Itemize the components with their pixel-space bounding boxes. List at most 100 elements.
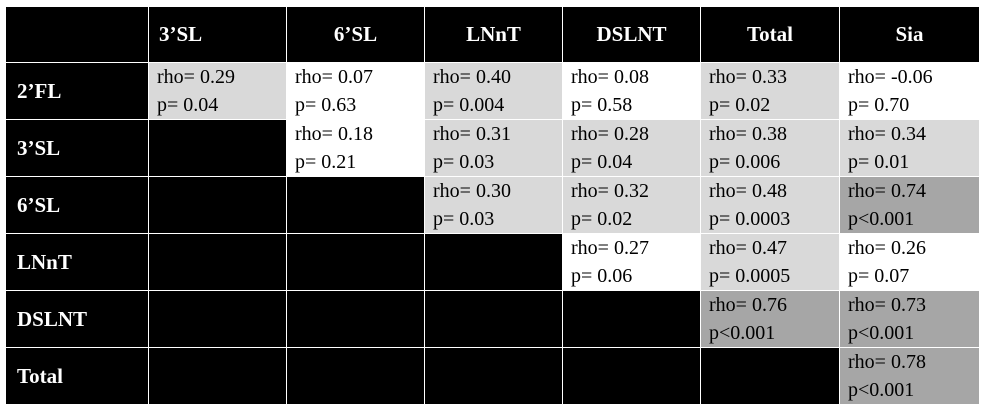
table-row: 2’FL rho= 0.29 p= 0.04 rho= 0.07 p= 0.63 rho=… bbox=[5, 62, 980, 120]
rho-value: rho= 0.74 bbox=[848, 180, 926, 202]
rho-value: rho= 0.73 bbox=[848, 294, 926, 316]
p-value: p<0.001 bbox=[709, 322, 776, 344]
empty-cell bbox=[562, 290, 701, 348]
correlation-cell: rho= 0.31 p= 0.03 bbox=[424, 119, 563, 177]
empty-cell bbox=[424, 233, 563, 291]
row-header: Total bbox=[5, 347, 149, 405]
correlation-cell: rho= 0.27 p= 0.06 bbox=[562, 233, 701, 291]
p-value: p= 0.58 bbox=[571, 94, 633, 116]
correlation-cell: rho= 0.73 p<0.001 bbox=[839, 290, 980, 348]
header-row: 3’SL 6’SL LNnT DSLNT Total Sia bbox=[5, 6, 980, 63]
correlation-cell: rho= 0.07 p= 0.63 bbox=[286, 62, 425, 120]
empty-cell bbox=[562, 347, 701, 405]
rho-value: rho= 0.29 bbox=[157, 66, 235, 88]
p-value: p= 0.21 bbox=[295, 151, 357, 173]
correlation-cell: rho= 0.18 p= 0.21 bbox=[286, 119, 425, 177]
column-header: 6’SL bbox=[286, 6, 425, 63]
table-body: 2’FL rho= 0.29 p= 0.04 rho= 0.07 p= 0.63 rho=… bbox=[5, 62, 980, 405]
p-value: p= 0.04 bbox=[157, 94, 219, 116]
p-value: p= 0.70 bbox=[848, 94, 910, 116]
rho-value: rho= 0.40 bbox=[433, 66, 511, 88]
empty-cell bbox=[286, 290, 425, 348]
rho-value: rho= 0.08 bbox=[571, 66, 649, 88]
row-header: 6’SL bbox=[5, 176, 149, 234]
rho-value: rho= 0.28 bbox=[571, 123, 649, 145]
corner-cell bbox=[5, 6, 149, 63]
table-row: DSLNT rho= 0.76 p<0.001 rho= 0.73 p<0.001 bbox=[5, 290, 980, 348]
p-value: p= 0.006 bbox=[709, 151, 781, 173]
p-value: p= 0.02 bbox=[709, 94, 771, 116]
correlation-cell: rho= 0.29 p= 0.04 bbox=[148, 62, 287, 120]
table-row: LNnT rho= 0.27 p= 0.06 rho= 0.47 p= 0.0005 rh… bbox=[5, 233, 980, 291]
p-value: p<0.001 bbox=[848, 379, 915, 401]
column-header: Sia bbox=[839, 6, 980, 63]
empty-cell bbox=[424, 290, 563, 348]
p-value: p= 0.01 bbox=[848, 151, 910, 173]
p-value: p= 0.0005 bbox=[709, 265, 791, 287]
correlation-cell: rho= 0.38 p= 0.006 bbox=[700, 119, 840, 177]
table-row: 3’SL rho= 0.18 p= 0.21 rho= 0.31 p= 0.03 rho=… bbox=[5, 119, 980, 177]
empty-cell bbox=[286, 347, 425, 405]
correlation-cell: rho= 0.08 p= 0.58 bbox=[562, 62, 701, 120]
empty-cell bbox=[148, 347, 287, 405]
table-row: 6’SL rho= 0.30 p= 0.03 rho= 0.32 p= 0.02 rho=… bbox=[5, 176, 980, 234]
rho-value: rho= 0.27 bbox=[571, 237, 649, 259]
correlation-cell: rho= 0.47 p= 0.0005 bbox=[700, 233, 840, 291]
rho-value: rho= 0.30 bbox=[433, 180, 511, 202]
column-header: 3’SL bbox=[148, 6, 287, 63]
row-header: 2’FL bbox=[5, 62, 149, 120]
rho-value: rho= 0.18 bbox=[295, 123, 373, 145]
empty-cell bbox=[148, 119, 287, 177]
correlation-table: 3’SL 6’SL LNnT DSLNT Total Sia 2’FL rho= … bbox=[5, 6, 980, 405]
p-value: p<0.001 bbox=[848, 208, 915, 230]
empty-cell bbox=[424, 347, 563, 405]
p-value: p= 0.03 bbox=[433, 208, 495, 230]
correlation-cell: rho= 0.78 p<0.001 bbox=[839, 347, 980, 405]
rho-value: rho= 0.32 bbox=[571, 180, 649, 202]
rho-value: rho= 0.31 bbox=[433, 123, 511, 145]
rho-value: rho= 0.33 bbox=[709, 66, 787, 88]
rho-value: rho= 0.48 bbox=[709, 180, 787, 202]
row-header: LNnT bbox=[5, 233, 149, 291]
p-value: p= 0.03 bbox=[433, 151, 495, 173]
correlation-cell: rho= 0.32 p= 0.02 bbox=[562, 176, 701, 234]
p-value: p= 0.07 bbox=[848, 265, 910, 287]
empty-cell bbox=[148, 290, 287, 348]
p-value: p= 0.06 bbox=[571, 265, 633, 287]
p-value: p= 0.02 bbox=[571, 208, 633, 230]
correlation-cell: rho= 0.40 p= 0.004 bbox=[424, 62, 563, 120]
rho-value: rho= 0.07 bbox=[295, 66, 373, 88]
correlation-cell: rho= 0.30 p= 0.03 bbox=[424, 176, 563, 234]
empty-cell bbox=[286, 176, 425, 234]
row-header: 3’SL bbox=[5, 119, 149, 177]
p-value: p= 0.004 bbox=[433, 94, 505, 116]
rho-value: rho= -0.06 bbox=[848, 66, 933, 88]
column-header: DSLNT bbox=[562, 6, 701, 63]
p-value: p<0.001 bbox=[848, 322, 915, 344]
rho-value: rho= 0.78 bbox=[848, 351, 926, 373]
correlation-cell: rho= 0.26 p= 0.07 bbox=[839, 233, 980, 291]
correlation-cell: rho= 0.48 p= 0.0003 bbox=[700, 176, 840, 234]
correlation-cell: rho= 0.74 p<0.001 bbox=[839, 176, 980, 234]
rho-value: rho= 0.47 bbox=[709, 237, 787, 259]
empty-cell bbox=[700, 347, 840, 405]
correlation-cell: rho= -0.06 p= 0.70 bbox=[839, 62, 980, 120]
correlation-cell: rho= 0.33 p= 0.02 bbox=[700, 62, 840, 120]
rho-value: rho= 0.34 bbox=[848, 123, 926, 145]
p-value: p= 0.0003 bbox=[709, 208, 791, 230]
rho-value: rho= 0.76 bbox=[709, 294, 787, 316]
correlation-cell: rho= 0.34 p= 0.01 bbox=[839, 119, 980, 177]
column-header: LNnT bbox=[424, 6, 563, 63]
p-value: p= 0.04 bbox=[571, 151, 633, 173]
rho-value: rho= 0.26 bbox=[848, 237, 926, 259]
empty-cell bbox=[286, 233, 425, 291]
row-header: DSLNT bbox=[5, 290, 149, 348]
table-row: Total rho= 0.78 p<0.001 bbox=[5, 347, 980, 405]
rho-value: rho= 0.38 bbox=[709, 123, 787, 145]
correlation-cell: rho= 0.76 p<0.001 bbox=[700, 290, 840, 348]
p-value: p= 0.63 bbox=[295, 94, 357, 116]
empty-cell bbox=[148, 176, 287, 234]
column-header: Total bbox=[700, 6, 840, 63]
correlation-cell: rho= 0.28 p= 0.04 bbox=[562, 119, 701, 177]
empty-cell bbox=[148, 233, 287, 291]
